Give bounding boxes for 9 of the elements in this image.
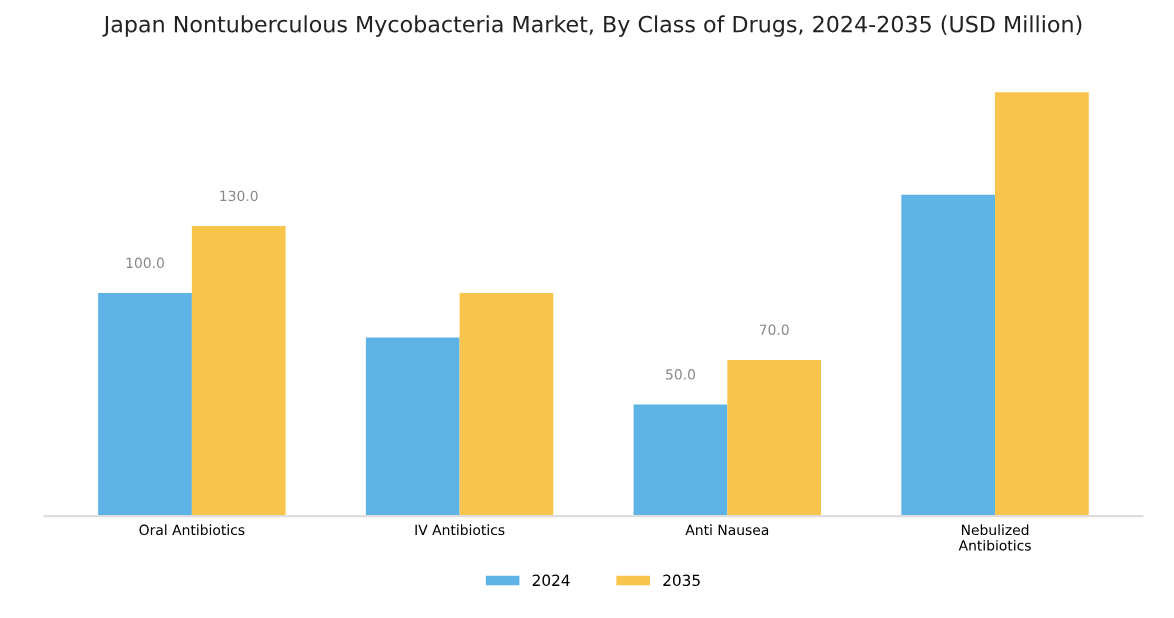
bar	[995, 92, 1089, 517]
bar	[98, 292, 192, 517]
bar	[901, 194, 996, 517]
bar	[727, 359, 822, 517]
bar	[191, 226, 286, 517]
bar	[459, 292, 554, 517]
bar	[365, 337, 460, 517]
chart-title: Japan Nontuberculous Mycobacteria Market, By Class of Drugs, 2024-2035 (USD Million)	[102, 15, 1082, 37]
bar	[633, 404, 728, 517]
